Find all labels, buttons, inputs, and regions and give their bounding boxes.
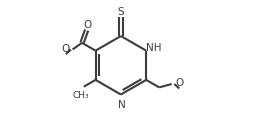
Text: O: O (176, 78, 184, 88)
Text: NH: NH (146, 43, 162, 53)
Text: CH₃: CH₃ (72, 91, 89, 100)
Text: O: O (83, 20, 91, 30)
Text: S: S (118, 7, 124, 17)
Text: O: O (61, 44, 69, 54)
Text: N: N (118, 100, 125, 110)
